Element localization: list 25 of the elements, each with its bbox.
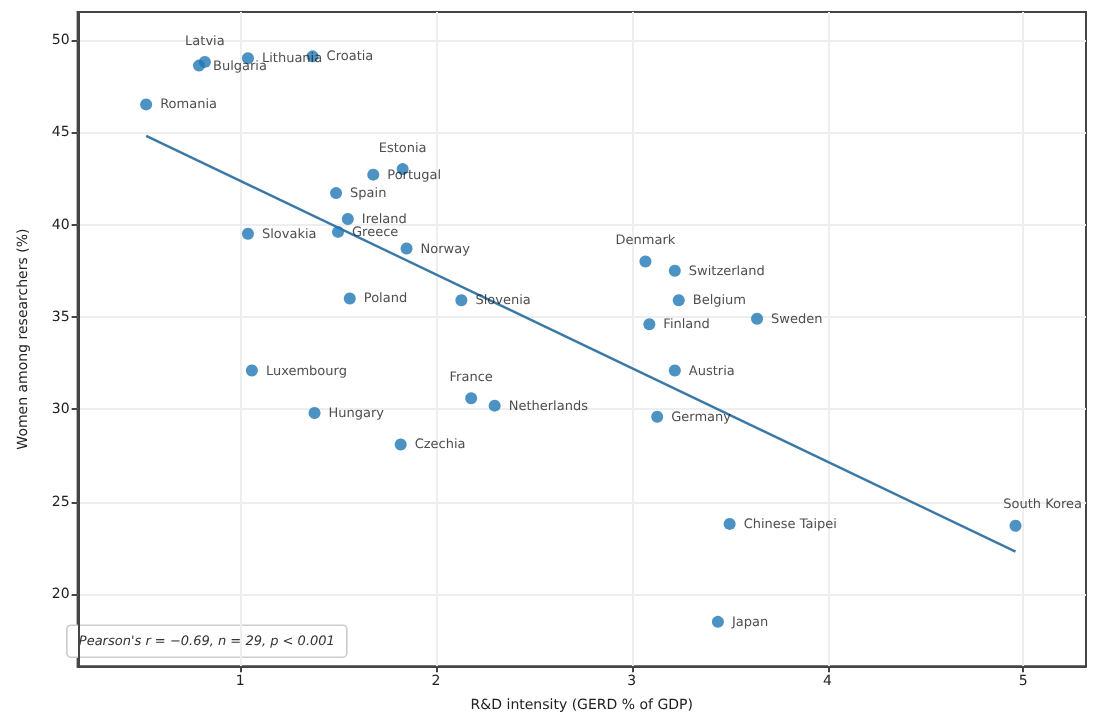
point [651, 410, 664, 423]
point [241, 227, 254, 240]
point [643, 318, 656, 331]
point [330, 187, 343, 200]
point [308, 407, 321, 420]
point [367, 168, 380, 181]
point [341, 212, 354, 225]
point [668, 264, 681, 277]
point [245, 364, 258, 377]
point [455, 294, 468, 307]
point [639, 255, 652, 268]
point [140, 98, 153, 111]
point [751, 312, 764, 325]
point [198, 55, 211, 68]
point [672, 294, 685, 307]
point [400, 242, 413, 255]
point [668, 364, 681, 377]
point [1009, 519, 1022, 532]
point [343, 292, 356, 305]
point [723, 517, 736, 530]
point [711, 615, 724, 628]
point [332, 225, 345, 238]
point [465, 392, 478, 405]
point [488, 399, 501, 412]
point [394, 438, 407, 451]
